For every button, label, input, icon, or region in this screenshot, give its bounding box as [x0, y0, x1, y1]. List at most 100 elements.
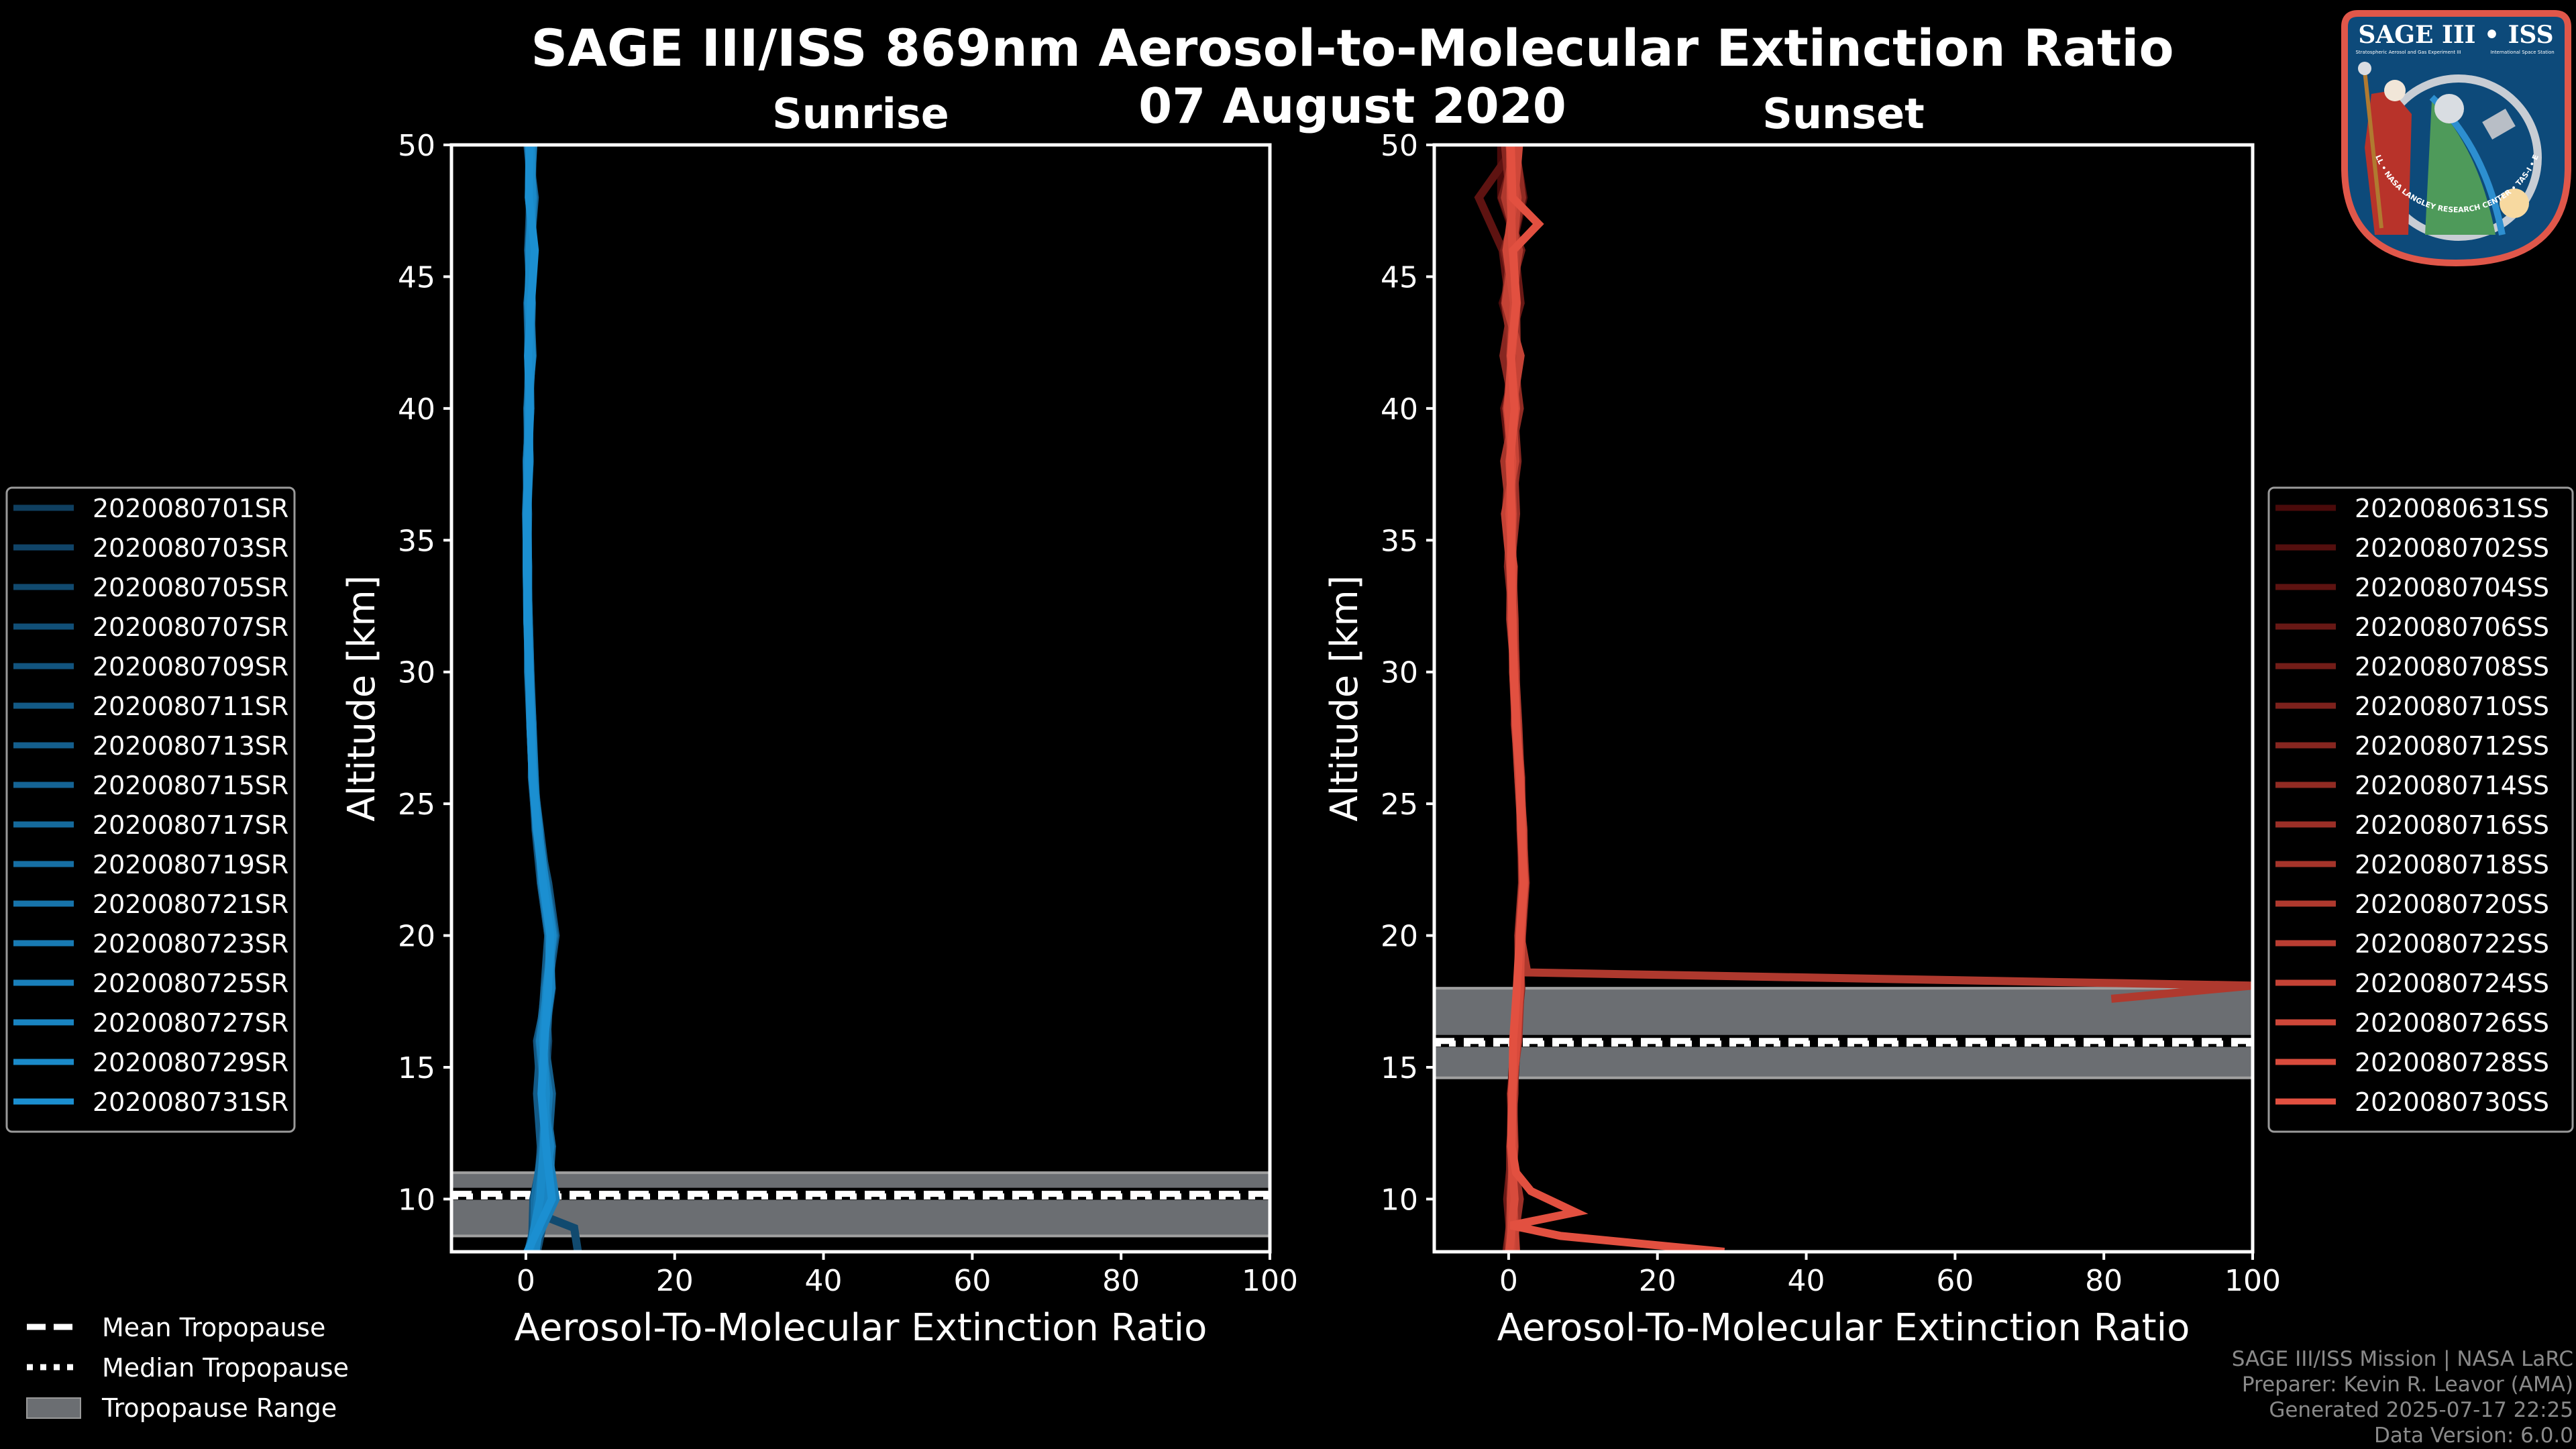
- x-axis-label-sunset: Aerosol-To-Molecular Extinction Ratio: [1497, 1306, 2190, 1350]
- tropopause: [451, 1171, 1270, 1238]
- legend-label: 2020080702SS: [2355, 533, 2549, 563]
- legend-label: 2020080730SS: [2355, 1087, 2549, 1117]
- legend-label: 2020080718SS: [2355, 850, 2549, 879]
- series-line-2020080731SR: [523, 145, 556, 1252]
- logo-subtitle-right: International Space Station: [2490, 50, 2554, 55]
- legend-item: 2020080728SS: [2275, 1048, 2549, 1077]
- legend-label: 2020080701SR: [93, 494, 288, 523]
- legend-label: 2020080725SR: [93, 969, 288, 998]
- legend-label: 2020080707SR: [93, 612, 288, 642]
- y-tick-label: 20: [1381, 920, 1418, 954]
- legend-label: 2020080726SS: [2355, 1008, 2549, 1038]
- x-tick-label: 80: [2085, 1264, 2123, 1298]
- legend-item: 2020080702SS: [2275, 533, 2549, 563]
- tropopause-range-band: [1434, 987, 2253, 1079]
- legend-item: 2020080724SS: [2275, 969, 2549, 998]
- legend-item: 2020080715SR: [13, 771, 288, 800]
- legend-item: 2020080713SR: [13, 731, 288, 761]
- logo-subtitle-left: Stratospheric Aerosol and Gas Experiment…: [2355, 50, 2461, 55]
- credits: SAGE III/ISS Mission | NASA LaRC Prepare…: [2232, 1347, 2573, 1448]
- x-tick-label: 40: [1788, 1264, 1825, 1298]
- y-tick-label: 40: [1381, 392, 1418, 427]
- legend-label: 2020080719SR: [93, 850, 288, 879]
- legend-label: 2020080731SR: [93, 1087, 288, 1117]
- y-tick-label: 35: [1381, 524, 1418, 558]
- y-tick-label: 15: [398, 1051, 435, 1085]
- legend-item: 2020080723SR: [13, 929, 288, 959]
- legend-item: 2020080731SR: [13, 1087, 288, 1117]
- panel-title-sunset: Sunset: [1762, 89, 1925, 138]
- legend-item-mean-tropopause: Mean Tropopause: [27, 1313, 325, 1342]
- logo-title: SAGE III • ISS: [2358, 21, 2553, 49]
- legend-label: 2020080727SR: [93, 1008, 288, 1038]
- y-tick-label: 15: [1381, 1051, 1418, 1085]
- y-tick-label: 30: [398, 656, 435, 690]
- tropopause-range-band: [451, 1171, 1270, 1238]
- y-tick-label: 25: [398, 788, 435, 822]
- credit-preparer: Preparer: Kevin R. Leavor (AMA): [2242, 1373, 2573, 1397]
- series-lines: [1474, 145, 2253, 1252]
- legend-label: 2020080712SS: [2355, 731, 2549, 761]
- legend-item: 2020080726SS: [2275, 1008, 2549, 1038]
- axes-frame: [449, 143, 1272, 1254]
- legend-item: 2020080710SS: [2275, 692, 2549, 721]
- legend-item: 2020080714SS: [2275, 771, 2549, 800]
- legend-item-median-tropopause: Median Tropopause: [27, 1353, 349, 1383]
- x-tick-label: 60: [953, 1264, 991, 1298]
- legend-item: 2020080717SR: [13, 810, 288, 840]
- legend-sunrise: 2020080701SR 2020080703SR 2020080705SR 2020…: [5, 486, 296, 1133]
- legend-label: 2020080708SS: [2355, 652, 2549, 682]
- x-axis-label-sunrise: Aerosol-To-Molecular Extinction Ratio: [515, 1306, 1208, 1350]
- legend-item: 2020080711SR: [13, 692, 288, 721]
- y-tick-label: 45: [1381, 260, 1418, 294]
- sage-iii-iss-mission-logo: SAGE III • ISS Stratospheric Aerosol and…: [2341, 7, 2571, 267]
- legend-item: 2020080718SS: [2275, 850, 2549, 879]
- legend-label: Tropopause Range: [101, 1393, 337, 1423]
- y-tick-label: 25: [1381, 788, 1418, 822]
- credit-data-version: Data Version: 6.0.0: [2374, 1424, 2573, 1448]
- credit-generated: Generated 2025-07-17 22:25: [2269, 1398, 2573, 1422]
- legend-sunset: 2020080631SS 2020080702SS 2020080704SS 2020…: [2267, 486, 2574, 1133]
- legend-label: Mean Tropopause: [102, 1313, 325, 1342]
- legend-label: 2020080710SS: [2355, 692, 2549, 721]
- y-tick-label: 50: [398, 129, 435, 163]
- legend-label: 2020080729SR: [93, 1048, 288, 1077]
- legend-item: 2020080730SS: [2275, 1087, 2549, 1117]
- legend-item: 2020080721SR: [13, 890, 288, 919]
- y-tick-label: 40: [398, 392, 435, 427]
- legend-label: 2020080706SS: [2355, 612, 2549, 642]
- y-tick-label: 20: [398, 920, 435, 954]
- x-tick-label: 0: [517, 1264, 535, 1298]
- legend-label: 2020080716SS: [2355, 810, 2549, 840]
- legend-label: 2020080722SS: [2355, 929, 2549, 959]
- y-tick-label: 10: [398, 1183, 435, 1217]
- legend-label: 2020080720SS: [2355, 890, 2549, 919]
- legend-label: 2020080705SR: [93, 573, 288, 602]
- legend-item: 2020080706SS: [2275, 612, 2549, 642]
- legend-item-tropopause-range: Tropopause Range: [26, 1393, 337, 1423]
- legend-item: 2020080716SS: [2275, 810, 2549, 840]
- x-tick-label: 40: [805, 1264, 843, 1298]
- legend-item: 2020080707SR: [13, 612, 288, 642]
- series-line-2020080730SS: [1506, 145, 1725, 1252]
- credit-mission: SAGE III/ISS Mission | NASA LaRC: [2232, 1347, 2573, 1371]
- sunrise-panel: 0 20 40 60 80 100 10 15 20 25 30 35 40 45 50: [398, 129, 1298, 1298]
- y-tick-label: 45: [398, 260, 435, 294]
- legend-label: 2020080703SR: [93, 533, 288, 563]
- legend-item: 2020080729SR: [13, 1048, 288, 1077]
- y-axis-label-sunset: Altitude [km]: [1323, 575, 1366, 821]
- legend-label: 2020080704SS: [2355, 573, 2549, 602]
- legend-item: 2020080703SR: [13, 533, 288, 563]
- legend-label: Median Tropopause: [102, 1353, 349, 1383]
- series-lines: [521, 145, 582, 1252]
- legend-label: 2020080631SS: [2355, 494, 2549, 523]
- figure-title: SAGE III/ISS 869nm Aerosol-to-Molecular …: [531, 18, 2174, 78]
- legend-label: 2020080714SS: [2355, 771, 2549, 800]
- legend-label: 2020080724SS: [2355, 969, 2549, 998]
- legend-item: 2020080704SS: [2275, 573, 2549, 602]
- legend-label: 2020080713SR: [93, 731, 288, 761]
- panel-title-sunrise: Sunrise: [772, 89, 949, 138]
- y-tick-label: 50: [1381, 129, 1418, 163]
